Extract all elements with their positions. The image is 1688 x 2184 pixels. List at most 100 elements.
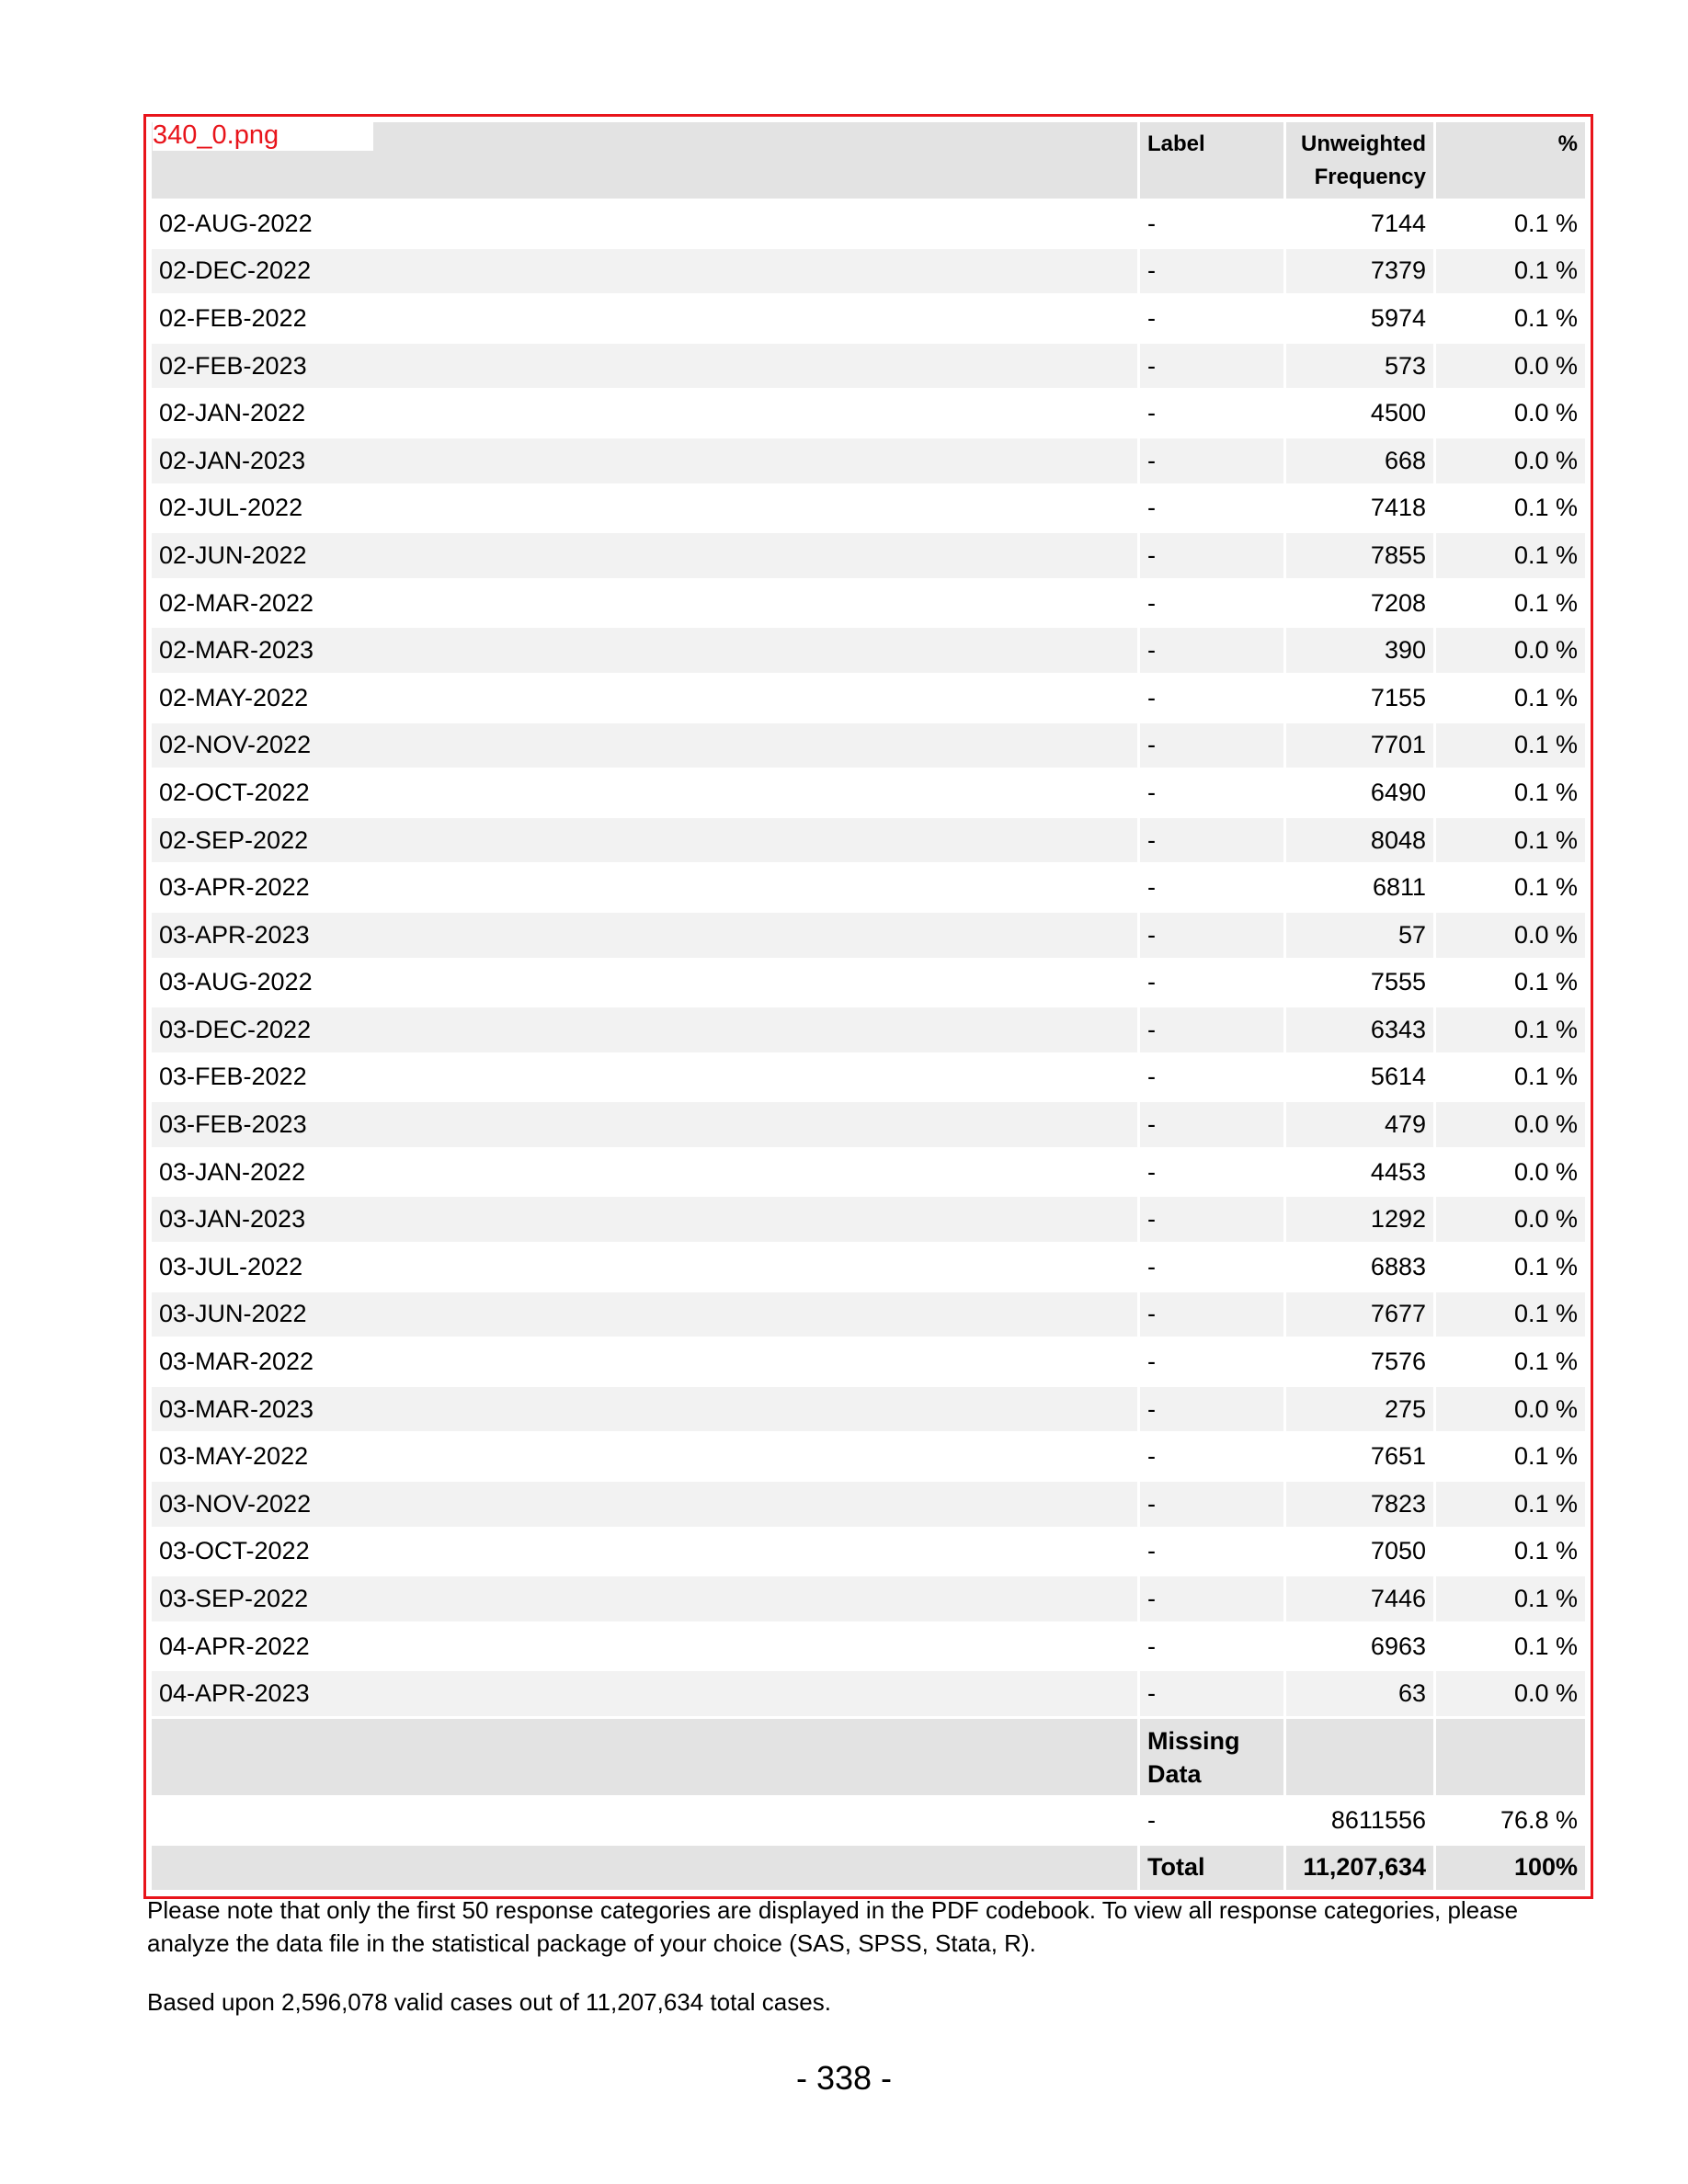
row-value: 04-APR-2022 — [152, 1623, 1137, 1669]
row-value: 02-FEB-2023 — [152, 343, 1137, 389]
row-label: - — [1140, 912, 1283, 958]
total-row: Total 11,207,634 100% — [152, 1845, 1585, 1891]
row-percent: 0.1 % — [1436, 817, 1585, 863]
table-row: 03-DEC-2022-6343 0.1 % — [152, 1007, 1585, 1052]
row-label: - — [1140, 438, 1283, 483]
row-value: 03-AUG-2022 — [152, 960, 1137, 1006]
row-label: - — [1140, 675, 1283, 721]
missing-header-blank — [1286, 1719, 1433, 1795]
row-value: 03-FEB-2022 — [152, 1054, 1137, 1100]
row-percent: 0.1 % — [1436, 865, 1585, 910]
row-value: 03-SEP-2022 — [152, 1576, 1137, 1621]
table-footer: Missing Data - 8611556 76.8 % Total 11,2… — [152, 1719, 1585, 1891]
row-percent: 0.0 % — [1436, 391, 1585, 436]
row-percent: 0.1 % — [1436, 770, 1585, 815]
row-label: - — [1140, 1386, 1283, 1432]
row-percent: 0.0 % — [1436, 1149, 1585, 1195]
table-row: 02-JAN-2023-668 0.0 % — [152, 438, 1585, 483]
row-percent: 0.0 % — [1436, 1102, 1585, 1147]
table-row: 03-NOV-2022-7823 0.1 % — [152, 1482, 1585, 1527]
row-frequency: 390 — [1286, 628, 1433, 673]
row-percent: 0.0 % — [1436, 343, 1585, 389]
table-row: 03-JAN-2023-1292 0.0 % — [152, 1197, 1585, 1243]
row-value: 02-MAR-2023 — [152, 628, 1137, 673]
row-frequency: 7555 — [1286, 960, 1433, 1006]
table-row: 03-JUN-2022-7677 0.1 % — [152, 1291, 1585, 1337]
row-label: - — [1140, 1529, 1283, 1575]
total-value — [152, 1845, 1137, 1891]
table-row: 02-DEC-2022-7379 0.1 % — [152, 248, 1585, 294]
row-frequency: 6811 — [1286, 865, 1433, 910]
row-frequency: 7379 — [1286, 248, 1433, 294]
missing-percent: 76.8 % — [1436, 1798, 1585, 1843]
row-label: - — [1140, 580, 1283, 626]
table-row: 03-APR-2023-57 0.0 % — [152, 912, 1585, 958]
truncation-note: Please note that only the first 50 respo… — [147, 1896, 1519, 1957]
row-value: 03-JUN-2022 — [152, 1291, 1137, 1337]
row-value: 02-AUG-2022 — [152, 201, 1137, 246]
table-row: 03-JAN-2022-4453 0.0 % — [152, 1149, 1585, 1195]
table-row: 03-MAR-2022-7576 0.1 % — [152, 1339, 1585, 1384]
row-value: 03-MAR-2023 — [152, 1386, 1137, 1432]
table-row: 03-AUG-2022-7555 0.1 % — [152, 960, 1585, 1006]
row-label: - — [1140, 960, 1283, 1006]
row-label: - — [1140, 1576, 1283, 1621]
row-frequency: 4500 — [1286, 391, 1433, 436]
table-row: 02-JAN-2022-4500 0.0 % — [152, 391, 1585, 436]
row-frequency: 7651 — [1286, 1434, 1433, 1480]
row-percent: 0.1 % — [1436, 722, 1585, 768]
row-label: - — [1140, 391, 1283, 436]
row-frequency: 8048 — [1286, 817, 1433, 863]
table-header-row: Label Unweighted Frequency % — [152, 122, 1585, 199]
table-row: 02-JUN-2022-7855 0.1 % — [152, 533, 1585, 578]
row-value: 04-APR-2023 — [152, 1671, 1137, 1716]
row-frequency: 668 — [1286, 438, 1433, 483]
row-label: - — [1140, 865, 1283, 910]
row-percent: 0.1 % — [1436, 533, 1585, 578]
missing-label: - — [1140, 1798, 1283, 1843]
row-percent: 0.1 % — [1436, 960, 1585, 1006]
missing-header-blank — [1436, 1719, 1585, 1795]
row-label: - — [1140, 1671, 1283, 1716]
row-frequency: 7855 — [1286, 533, 1433, 578]
row-percent: 0.1 % — [1436, 485, 1585, 531]
total-percent: 100% — [1436, 1845, 1585, 1891]
row-percent: 0.1 % — [1436, 1623, 1585, 1669]
row-label: - — [1140, 296, 1283, 341]
row-percent: 0.1 % — [1436, 248, 1585, 294]
row-percent: 0.1 % — [1436, 1007, 1585, 1052]
row-value: 02-JUN-2022 — [152, 533, 1137, 578]
row-value: 02-MAR-2022 — [152, 580, 1137, 626]
row-percent: 0.0 % — [1436, 438, 1585, 483]
table-row: 02-JUL-2022-7418 0.1 % — [152, 485, 1585, 531]
row-percent: 0.1 % — [1436, 1434, 1585, 1480]
table-row: 02-AUG-2022-7144 0.1 % — [152, 201, 1585, 246]
row-frequency: 7155 — [1286, 675, 1433, 721]
row-label: - — [1140, 1339, 1283, 1384]
row-percent: 0.0 % — [1436, 912, 1585, 958]
row-percent: 0.1 % — [1436, 1482, 1585, 1527]
row-value: 02-NOV-2022 — [152, 722, 1137, 768]
row-label: - — [1140, 248, 1283, 294]
row-label: - — [1140, 201, 1283, 246]
row-value: 03-OCT-2022 — [152, 1529, 1137, 1575]
header-label: Label — [1140, 122, 1283, 199]
row-label: - — [1140, 770, 1283, 815]
table-row: 03-MAR-2023-275 0.0 % — [152, 1386, 1585, 1432]
missing-value — [152, 1798, 1137, 1843]
row-percent: 0.1 % — [1436, 1529, 1585, 1575]
row-percent: 0.0 % — [1436, 1197, 1585, 1243]
row-percent: 0.0 % — [1436, 628, 1585, 673]
row-label: - — [1140, 1623, 1283, 1669]
total-frequency: 11,207,634 — [1286, 1845, 1433, 1891]
highlight-frame — [143, 114, 1593, 1899]
row-label: - — [1140, 1434, 1283, 1480]
table-row: 02-MAR-2023-390 0.0 % — [152, 628, 1585, 673]
table-row: 03-FEB-2022-5614 0.1 % — [152, 1054, 1585, 1100]
row-value: 03-JAN-2023 — [152, 1197, 1137, 1243]
row-frequency: 6963 — [1286, 1623, 1433, 1669]
row-percent: 0.1 % — [1436, 1054, 1585, 1100]
row-label: - — [1140, 628, 1283, 673]
row-value: 03-APR-2023 — [152, 912, 1137, 958]
row-frequency: 5614 — [1286, 1054, 1433, 1100]
